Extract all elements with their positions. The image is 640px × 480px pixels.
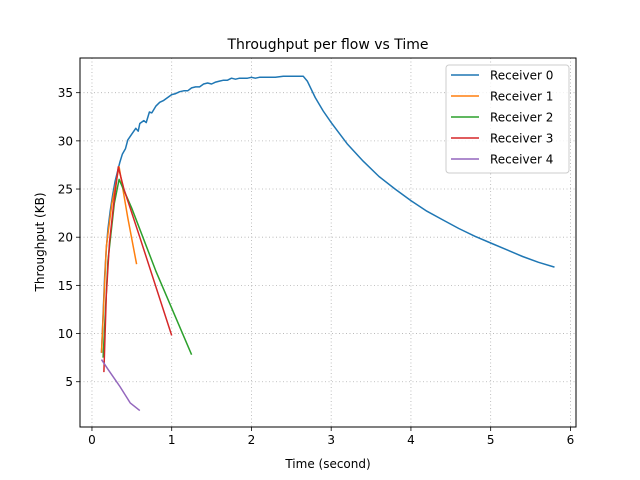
y-tick-label: 35 [58, 86, 73, 100]
y-tick-label: 10 [58, 327, 73, 341]
series-line-receiver-3 [103, 166, 173, 373]
x-tick-label: 4 [407, 433, 415, 447]
x-axis-label: Time (second) [284, 457, 370, 471]
y-tick-label: 30 [58, 134, 73, 148]
y-tick-label: 20 [58, 231, 73, 245]
plot-frame [79, 57, 577, 428]
ticks: 0 1 2 3 4 5 6 5 10 15 20 25 30 35 [58, 86, 575, 447]
x-tick-label: 6 [567, 433, 575, 447]
legend-label: Receiver 2 [490, 111, 553, 125]
x-tick-label: 5 [487, 433, 495, 447]
x-tick-label: 0 [88, 433, 96, 447]
series-line-receiver-4 [100, 359, 141, 412]
series-layer [100, 75, 555, 412]
legend-label: Receiver 3 [490, 132, 553, 146]
chart-title: Throughput per flow vs Time [226, 37, 428, 53]
y-tick-label: 15 [58, 279, 73, 293]
legend-label: Receiver 4 [490, 153, 553, 167]
legend-box [445, 64, 570, 174]
y-tick-label: 25 [58, 183, 73, 197]
legend-label: Receiver 0 [490, 69, 553, 83]
legend: Receiver 0 Receiver 1 Receiver 2 Receiver 3… [445, 64, 570, 174]
x-tick-label: 1 [168, 433, 176, 447]
y-tick-label: 5 [65, 375, 73, 389]
legend-label: Receiver 1 [490, 90, 553, 104]
y-axis-label: Throughput (KB) [33, 193, 47, 293]
x-tick-label: 2 [248, 433, 256, 447]
series-line-receiver-0 [100, 75, 555, 353]
x-tick-label: 3 [327, 433, 335, 447]
